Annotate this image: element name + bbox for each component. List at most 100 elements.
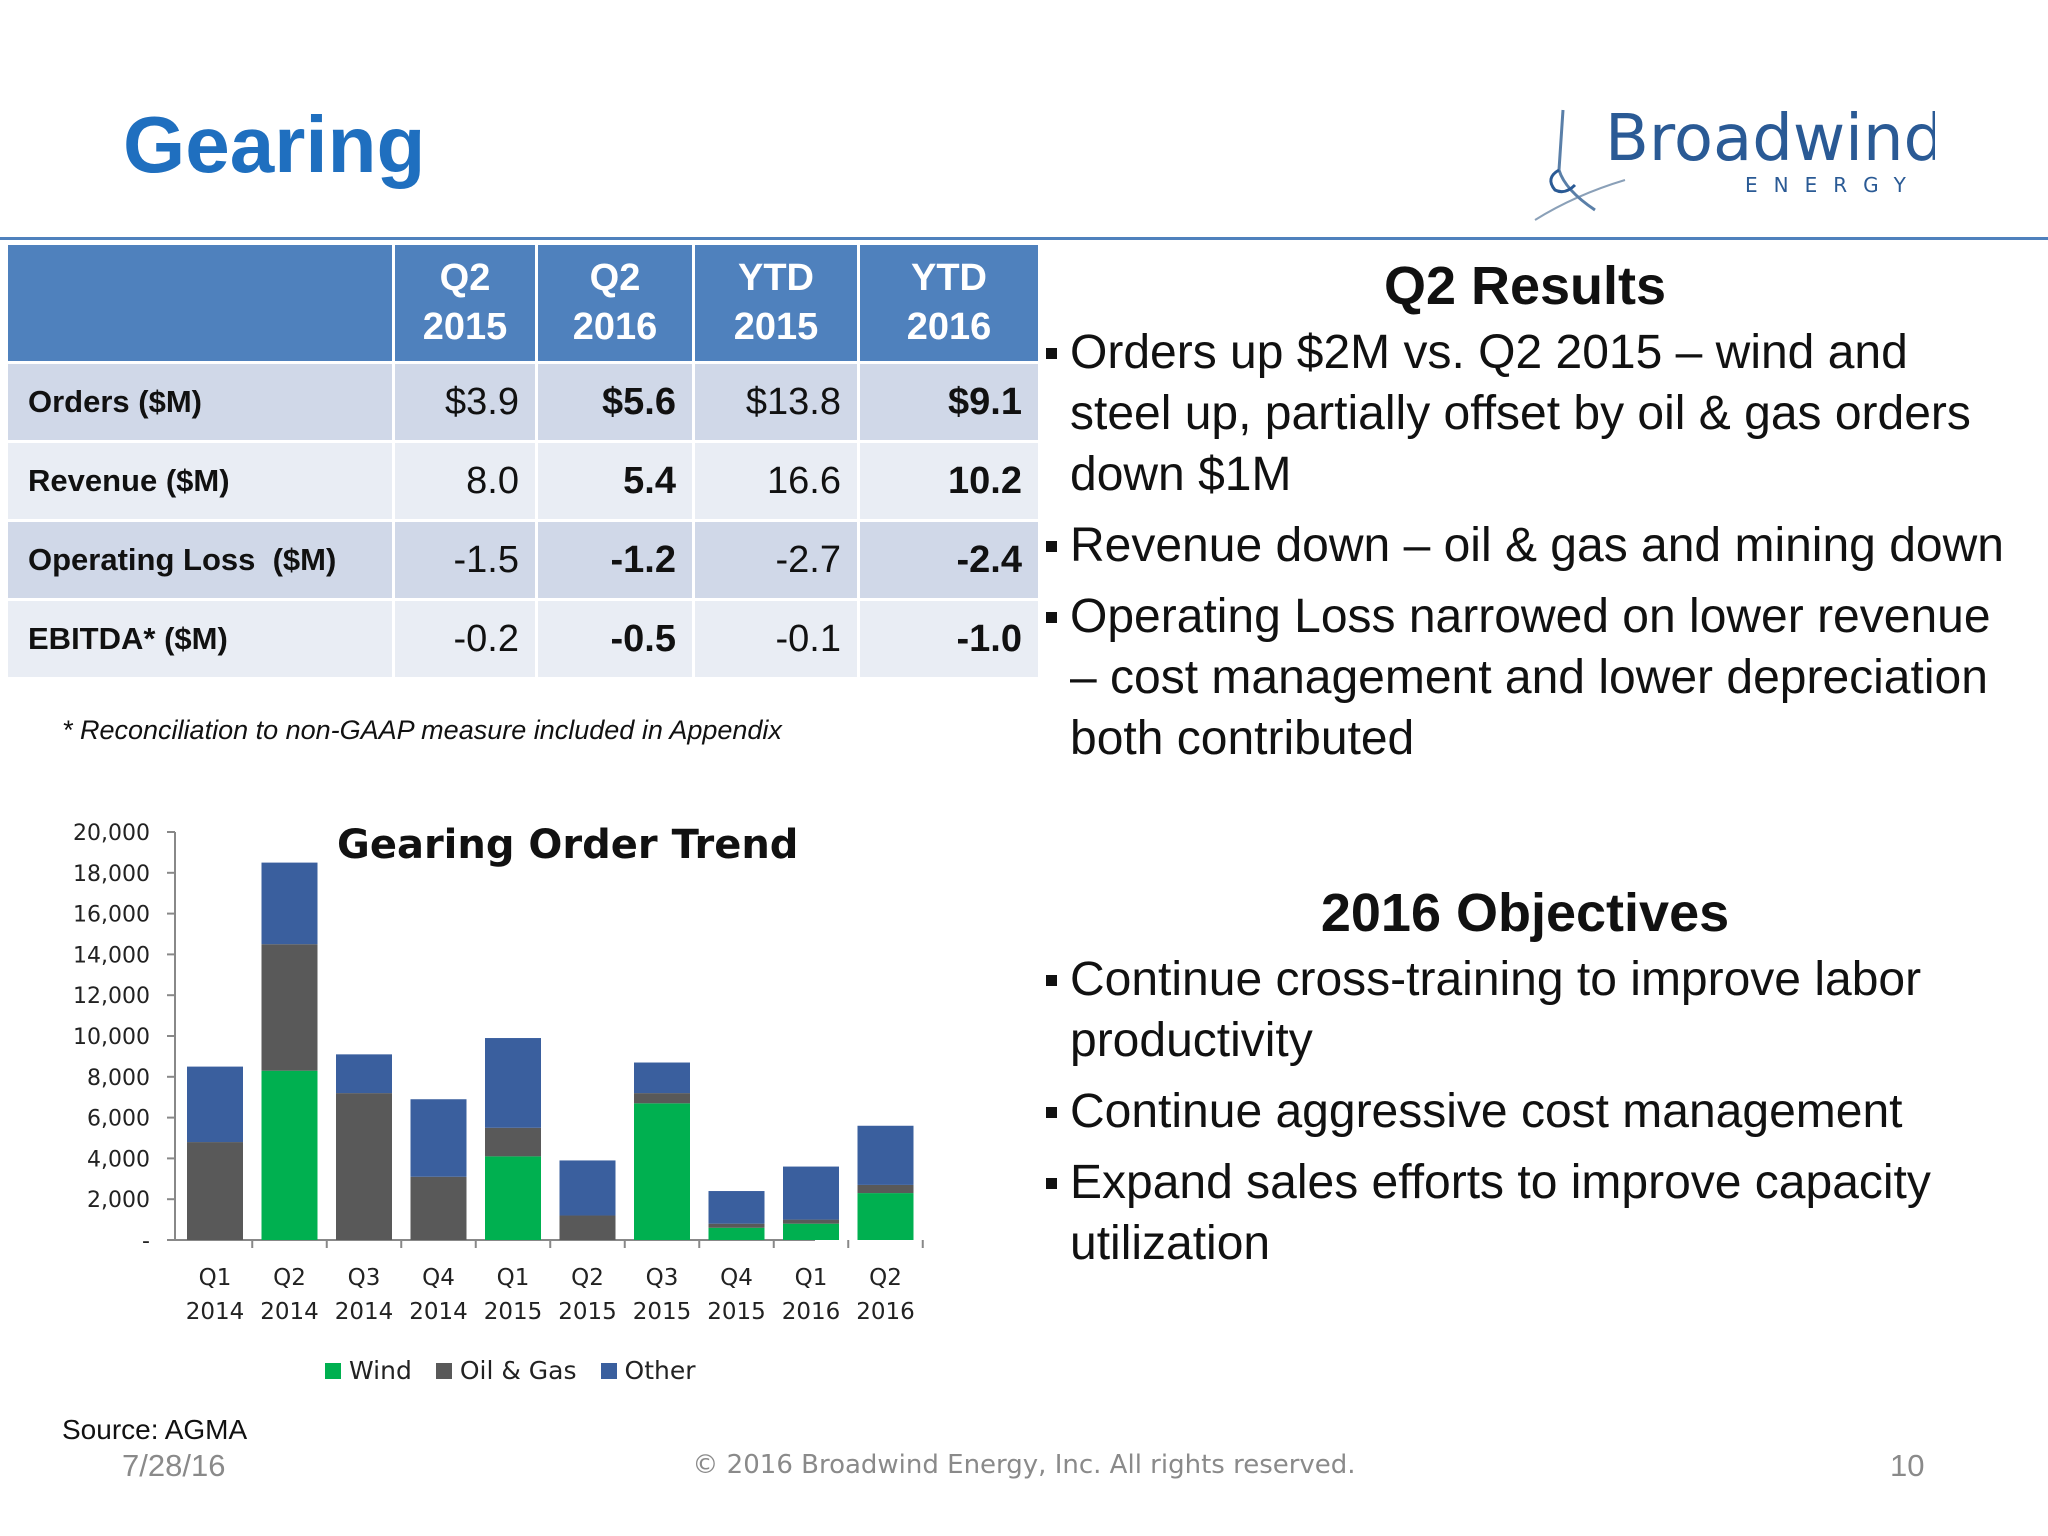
table-cell: 10.2 bbox=[860, 443, 1038, 519]
list-item: Expand sales efforts to improve capacity… bbox=[1040, 1152, 2020, 1274]
header-divider bbox=[0, 237, 2048, 240]
x-tick-label: Q1 bbox=[795, 1265, 828, 1291]
bar-segment bbox=[857, 1184, 914, 1194]
x-tick-label: Q2 bbox=[869, 1265, 902, 1291]
row-label: EBITDA* ($M) bbox=[8, 601, 392, 677]
copyright-notice: © 2016 Broadwind Energy, Inc. All rights… bbox=[692, 1450, 1356, 1480]
table-cell: -0.2 bbox=[395, 601, 535, 677]
x-tick-label: 2014 bbox=[260, 1299, 319, 1325]
table-cell: 16.6 bbox=[695, 443, 857, 519]
list-item: Orders up $2M vs. Q2 2015 – wind and ste… bbox=[1040, 322, 2020, 505]
bar-segment bbox=[783, 1166, 839, 1220]
table-cell: -2.4 bbox=[860, 522, 1038, 598]
row-label: Operating Loss ($M) bbox=[8, 522, 392, 598]
bar-segment bbox=[559, 1215, 616, 1240]
bar-segment bbox=[857, 1125, 914, 1185]
svg-text:Broadwind: Broadwind bbox=[1605, 102, 1935, 176]
x-tick-label: Q3 bbox=[646, 1265, 679, 1291]
x-tick-label: Q4 bbox=[422, 1265, 455, 1291]
table-cell: $9.1 bbox=[860, 364, 1038, 440]
table-cell: -1.2 bbox=[538, 522, 692, 598]
y-tick-label: 18,000 bbox=[73, 862, 150, 887]
y-tick-label: 14,000 bbox=[73, 943, 150, 968]
bar-segment bbox=[634, 1093, 690, 1104]
x-tick-label: 2016 bbox=[856, 1299, 915, 1325]
table-row: EBITDA* ($M) -0.2 -0.5 -0.1 -1.0 bbox=[8, 601, 1038, 677]
table-header: YTD 2015 bbox=[695, 245, 857, 361]
bar-segment bbox=[261, 862, 318, 945]
bar-segment bbox=[410, 1176, 467, 1240]
table-header: YTD 2016 bbox=[860, 245, 1038, 361]
table-cell: 8.0 bbox=[395, 443, 535, 519]
x-tick-label: Q3 bbox=[348, 1265, 381, 1291]
bullet-icon bbox=[1046, 541, 1057, 552]
chart-legend: Wind Oil & Gas Other bbox=[325, 1356, 696, 1385]
legend-item-oil-gas: Oil & Gas bbox=[435, 1356, 577, 1385]
x-tick-label: Q2 bbox=[273, 1265, 306, 1291]
bar-segment bbox=[559, 1160, 616, 1216]
table-header: Q2 2016 bbox=[538, 245, 692, 361]
x-tick-label: 2014 bbox=[409, 1299, 468, 1325]
table-header-blank bbox=[8, 245, 392, 361]
x-tick-label: 2014 bbox=[335, 1299, 394, 1325]
x-tick-label: 2014 bbox=[186, 1299, 245, 1325]
bar-segment bbox=[708, 1191, 765, 1224]
list-item: Continue cross-training to improve labor… bbox=[1040, 949, 2020, 1071]
bar-segment bbox=[187, 1142, 243, 1240]
bar-segment bbox=[336, 1054, 392, 1094]
legend-swatch bbox=[325, 1362, 341, 1379]
page-number: 10 bbox=[1890, 1448, 1925, 1483]
table-row: Orders ($M) $3.9 $5.6 $13.8 $9.1 bbox=[8, 364, 1038, 440]
bar-segment bbox=[261, 944, 318, 1071]
bar-segment bbox=[634, 1062, 690, 1094]
legend-label: Other bbox=[624, 1356, 696, 1385]
table-cell: 5.4 bbox=[538, 443, 692, 519]
bullet-icon bbox=[1046, 612, 1057, 623]
slide-title: Gearing bbox=[123, 100, 426, 189]
y-tick-label: 2,000 bbox=[87, 1188, 150, 1213]
y-tick-label: 16,000 bbox=[73, 903, 150, 928]
table-row: Operating Loss ($M) -1.5 -1.2 -2.7 -2.4 bbox=[8, 522, 1038, 598]
x-tick-label: Q1 bbox=[497, 1265, 530, 1291]
x-tick-label: Q1 bbox=[199, 1265, 232, 1291]
bar-segment bbox=[708, 1223, 765, 1228]
financial-summary-table: Q2 2015 Q2 2016 YTD 2015 YTD 2016 Orders ($M… bbox=[5, 242, 1041, 680]
table-row: Revenue ($M) 8.0 5.4 16.6 10.2 bbox=[8, 443, 1038, 519]
bar-segment bbox=[261, 1070, 318, 1240]
table-cell: -1.5 bbox=[395, 522, 535, 598]
legend-item-other: Other bbox=[600, 1356, 696, 1385]
bar-segment bbox=[783, 1219, 839, 1224]
legend-item-wind: Wind bbox=[325, 1356, 412, 1385]
bullet-icon bbox=[1046, 1178, 1057, 1189]
table-cell: -1.0 bbox=[860, 601, 1038, 677]
x-tick-label: Q4 bbox=[720, 1265, 753, 1291]
legend-swatch bbox=[600, 1362, 617, 1379]
chart-title: Gearing Order Trend bbox=[337, 822, 798, 868]
q2-results-heading: Q2 Results bbox=[1383, 256, 1667, 316]
x-tick-label: 2015 bbox=[707, 1299, 766, 1325]
x-tick-label: Q2 bbox=[571, 1265, 604, 1291]
bar-segment bbox=[857, 1193, 914, 1240]
x-tick-label: 2015 bbox=[558, 1299, 617, 1325]
y-tick-label: - bbox=[142, 1229, 150, 1254]
bar-segment bbox=[634, 1103, 690, 1240]
gearing-order-chart: Gearing Order Trend Q1 2014 Q2 2014 Q3 2014 Q4… bbox=[73, 821, 924, 1325]
non-gaap-footnote: * Reconciliation to non-GAAP measure inc… bbox=[62, 715, 782, 745]
svg-text:ENERGY: ENERGY bbox=[1745, 173, 1922, 197]
objectives-list: Continue cross-training to improve labor… bbox=[1040, 949, 2020, 1284]
y-tick-label: 20,000 bbox=[73, 821, 150, 846]
x-tick-label: 2016 bbox=[782, 1299, 841, 1325]
y-tick-label: 12,000 bbox=[73, 984, 150, 1009]
table-cell: $5.6 bbox=[538, 364, 692, 440]
bar-segment bbox=[783, 1223, 839, 1240]
bullet-icon bbox=[1046, 348, 1057, 359]
bar-segment bbox=[708, 1227, 765, 1240]
bar-segment bbox=[485, 1038, 541, 1128]
row-label: Revenue ($M) bbox=[8, 443, 392, 519]
list-item: Continue aggressive cost management bbox=[1040, 1081, 2020, 1142]
y-tick-label: 6,000 bbox=[87, 1107, 150, 1132]
y-tick-label: 4,000 bbox=[87, 1147, 150, 1172]
table-cell: -0.5 bbox=[538, 601, 692, 677]
bar-segment bbox=[336, 1093, 392, 1240]
legend-swatch bbox=[435, 1362, 452, 1379]
